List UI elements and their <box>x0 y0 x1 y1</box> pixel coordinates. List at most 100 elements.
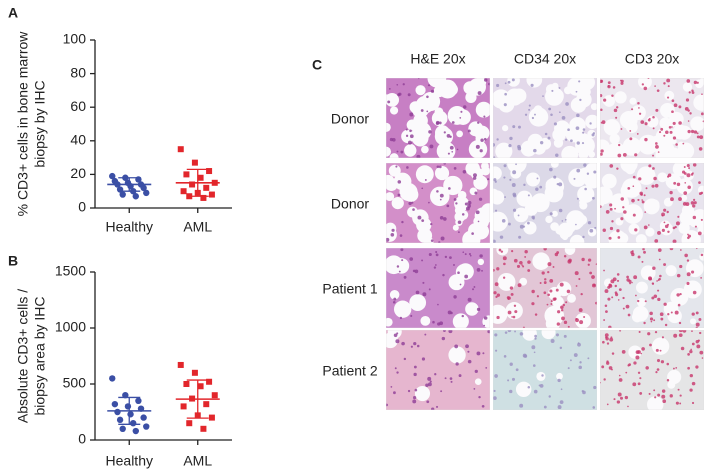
stain <box>627 405 629 408</box>
stain <box>512 194 517 198</box>
stain <box>589 271 593 275</box>
stain <box>411 201 414 204</box>
stain <box>453 166 457 170</box>
stain <box>507 310 512 315</box>
stain <box>587 263 590 266</box>
stain <box>414 269 419 274</box>
fat-cell <box>386 317 393 327</box>
stain <box>480 138 484 142</box>
fat-cell <box>617 232 629 243</box>
fat-cell <box>619 111 638 129</box>
y-tick-label: 80 <box>70 64 86 80</box>
stain <box>415 290 420 295</box>
stain <box>424 179 427 181</box>
stain <box>559 346 563 350</box>
stain <box>622 152 627 157</box>
stain <box>643 225 648 230</box>
y-tick-label: 500 <box>63 375 87 391</box>
stain <box>533 148 537 153</box>
stain <box>426 400 430 404</box>
fat-cell <box>670 138 677 145</box>
y-tick-label: 0 <box>78 199 86 215</box>
stain <box>671 99 675 103</box>
stain <box>413 372 417 377</box>
stain <box>698 181 701 184</box>
stain <box>682 142 685 145</box>
stain <box>401 259 404 262</box>
stain <box>429 144 434 149</box>
fat-cell <box>415 85 426 96</box>
stain <box>604 289 609 294</box>
stain <box>443 217 447 221</box>
stain <box>453 198 457 201</box>
stain <box>654 85 656 87</box>
stain <box>657 393 661 397</box>
y-tick-label: 60 <box>70 98 86 114</box>
stain <box>539 185 543 189</box>
stain <box>573 177 576 180</box>
stain <box>408 201 412 206</box>
micrograph <box>493 330 597 410</box>
stain <box>662 399 667 404</box>
fat-cell <box>670 287 689 306</box>
stain <box>647 78 650 80</box>
stain <box>550 339 555 343</box>
fat-cell <box>427 78 447 88</box>
stain <box>620 128 623 130</box>
fat-cell <box>655 140 675 158</box>
data-point <box>132 193 139 200</box>
stain <box>562 303 566 307</box>
data-point <box>203 184 210 191</box>
data-point <box>127 411 134 418</box>
stain <box>442 330 446 332</box>
stain <box>450 380 453 383</box>
stain <box>640 352 643 355</box>
stain <box>616 167 619 170</box>
fat-cell <box>406 119 418 131</box>
fat-cell <box>386 122 391 132</box>
micrograph <box>386 248 490 328</box>
stain <box>547 262 552 267</box>
fat-cell <box>421 145 429 154</box>
fat-cell <box>629 97 637 105</box>
stain <box>483 316 488 320</box>
panel-letter: C <box>312 57 322 73</box>
stain <box>546 303 549 306</box>
stain <box>675 221 680 226</box>
stain <box>676 182 681 187</box>
stain <box>693 80 698 85</box>
stain <box>488 82 490 86</box>
fat-cell <box>406 143 416 154</box>
stain <box>575 317 578 321</box>
stain <box>484 78 488 82</box>
stain <box>608 366 613 370</box>
panel-letter: B <box>8 253 18 269</box>
stain <box>396 371 399 374</box>
fat-cell <box>628 345 642 359</box>
stain <box>391 228 395 232</box>
stain <box>560 305 564 310</box>
stain <box>674 310 679 315</box>
data-point <box>111 400 119 408</box>
fat-cell <box>614 91 627 104</box>
stain <box>659 312 664 317</box>
stain <box>517 283 522 288</box>
stain <box>534 337 537 340</box>
micrograph <box>600 163 704 243</box>
stain <box>631 198 635 203</box>
stain <box>620 81 624 85</box>
data-point <box>143 189 150 197</box>
fat-cell <box>430 186 450 207</box>
fat-cell <box>526 78 543 88</box>
stain <box>455 202 458 205</box>
y-tick-label: 1000 <box>55 319 86 335</box>
stain <box>531 116 535 120</box>
stain <box>512 125 516 129</box>
stain <box>670 311 673 314</box>
stain <box>531 345 536 350</box>
tissue <box>386 330 490 410</box>
stain <box>628 279 632 283</box>
stain <box>636 133 639 135</box>
stain <box>687 129 691 134</box>
stain <box>444 255 448 259</box>
